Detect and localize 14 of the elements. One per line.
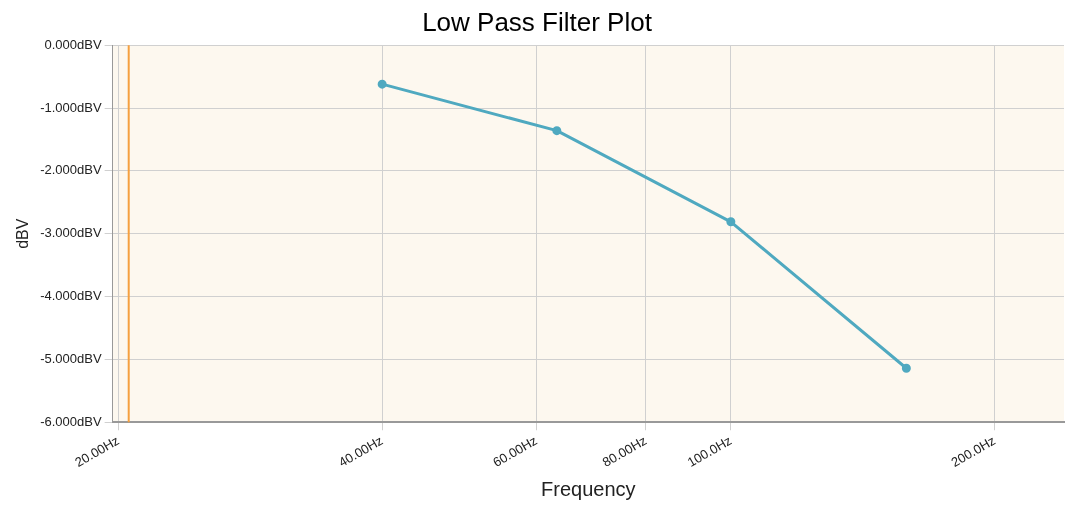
- y-tick-label: -1.000dBV: [40, 99, 102, 115]
- chart-title: Low Pass Filter Plot: [422, 6, 653, 37]
- x-axis-title: Frequency: [541, 477, 636, 500]
- y-tick-label: -2.000dBV: [40, 162, 102, 178]
- point: [726, 217, 736, 227]
- point: [377, 79, 387, 89]
- y-tick-label: -3.000dBV: [40, 225, 102, 241]
- y-tick-label: -5.000dBV: [40, 351, 102, 367]
- y-tick-label: -4.000dBV: [40, 288, 102, 304]
- y-tick-label: -6.000dBV: [40, 413, 102, 429]
- point: [552, 126, 562, 136]
- point: [901, 363, 911, 373]
- y-axis-title: dBV: [14, 218, 32, 249]
- y-tick-label: 0.000dBV: [44, 36, 102, 52]
